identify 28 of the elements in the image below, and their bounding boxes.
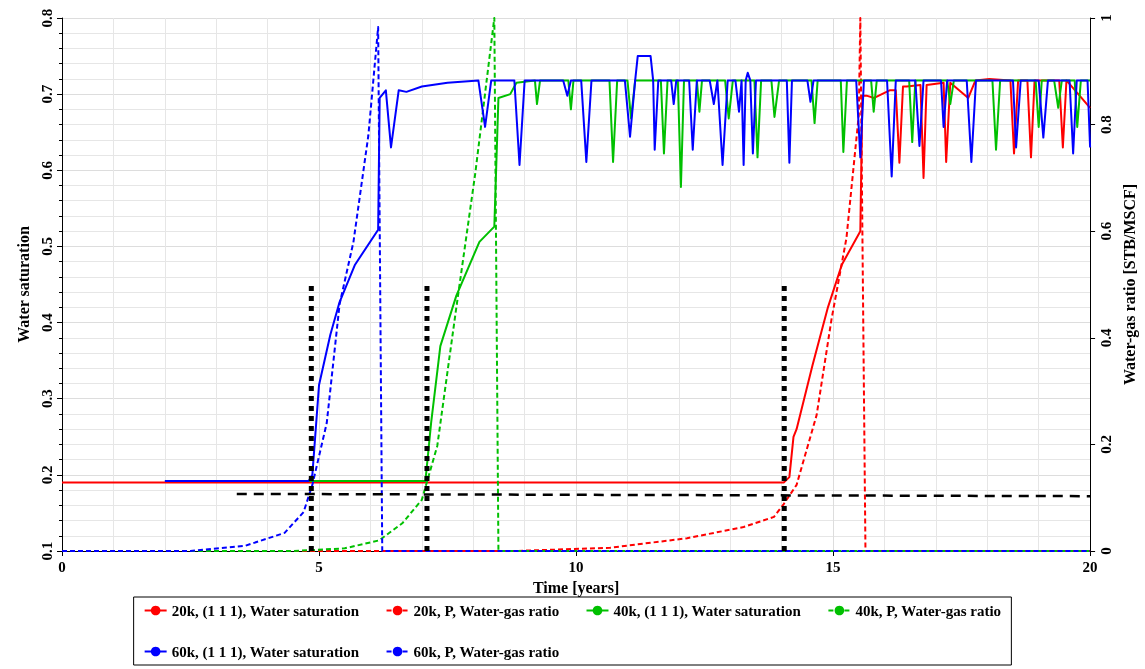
legend-label: 40k, P, Water-gas ratio <box>855 602 1002 619</box>
y-tick-label: 0.3 <box>38 389 55 409</box>
y2-tick-label: 0.8 <box>1097 115 1114 134</box>
y2-tick-label: 1 <box>1097 14 1114 22</box>
y2-tick-label: 0 <box>1097 547 1114 555</box>
legend-label: 20k, P, Water-gas ratio <box>413 602 560 619</box>
legend-label: 60k, (1 1 1), Water saturation <box>171 643 360 661</box>
x-tick-label: 0 <box>58 558 66 575</box>
x-tick-label: 10 <box>568 558 584 575</box>
y-tick-label: 0.6 <box>38 160 55 180</box>
y-tick-label: 0.1 <box>38 541 55 561</box>
y-tick-label: 0.7 <box>38 84 55 104</box>
legend-label: 60k, P, Water-gas ratio <box>413 643 560 660</box>
x-tick-label: 5 <box>315 558 323 575</box>
y-tick-label: 0.4 <box>38 312 55 332</box>
y2-tick-label: 0.2 <box>1097 435 1114 454</box>
legend-label: 40k, (1 1 1), Water saturation <box>613 602 802 620</box>
y-tick-label: 0.8 <box>38 8 55 28</box>
legend-label: 20k, (1 1 1), Water saturation <box>171 602 360 620</box>
x-tick-label: 20 <box>1082 558 1098 575</box>
y2-tick-label: 0.4 <box>1097 327 1114 348</box>
y-axis-title: Water saturation <box>14 226 32 343</box>
x-axis-title: Time [years] <box>532 578 620 597</box>
x-tick-label: 15 <box>825 558 841 575</box>
y-tick-label: 0.5 <box>38 237 55 256</box>
y2-tick-label: 0.6 <box>1097 221 1114 241</box>
y-tick-label: 0.2 <box>38 465 55 485</box>
y2-axis-title: Water-gas ratio [STB/MSCF] <box>1120 183 1139 386</box>
